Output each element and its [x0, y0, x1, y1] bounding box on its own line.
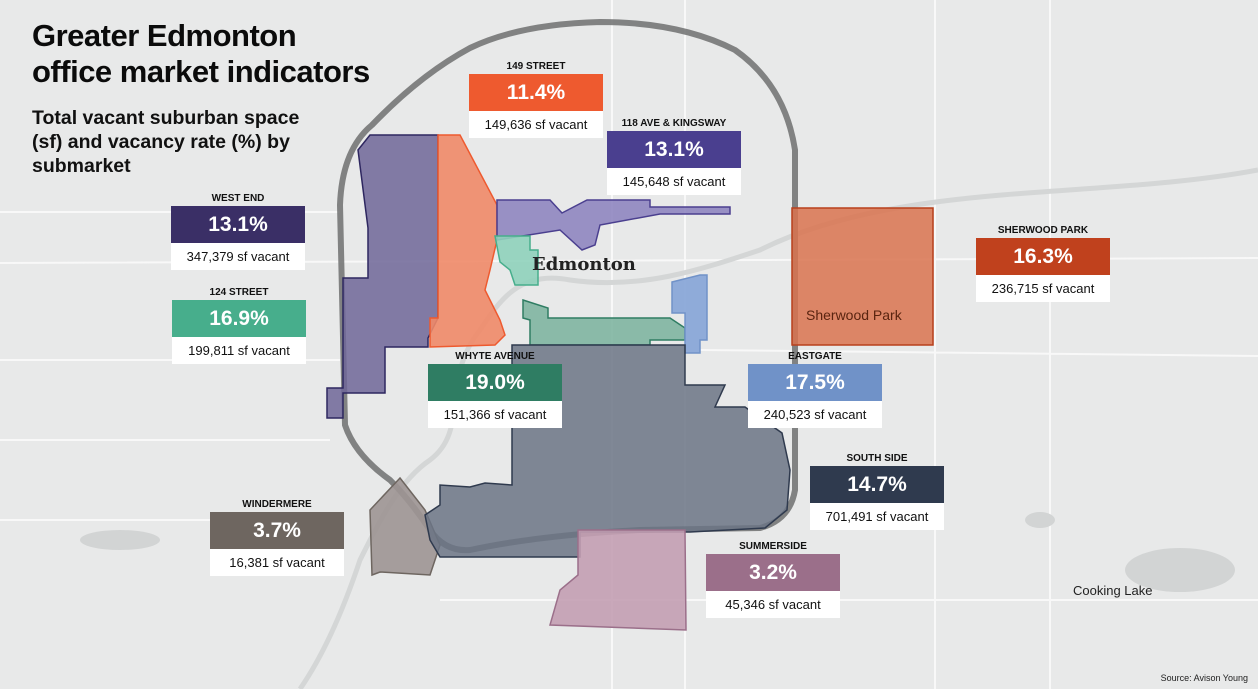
vacant-space: 240,523 sf vacant — [748, 401, 882, 428]
submarket-name: SHERWOOD PARK — [997, 225, 1089, 236]
callout-windermere[interactable]: WINDERMERE 3.7% 16,381 sf vacant — [210, 498, 344, 576]
vacancy-rate: 11.4% — [469, 74, 603, 111]
vacant-space: 149,636 sf vacant — [469, 111, 603, 138]
callout-summerside[interactable]: SUMMERSIDE 3.2% 45,346 sf vacant — [706, 540, 840, 618]
vacancy-rate: 3.2% — [706, 554, 840, 591]
vacancy-rate: 3.7% — [210, 512, 344, 549]
vacant-space: 199,811 sf vacant — [172, 337, 306, 364]
vacancy-rate: 14.7% — [810, 466, 944, 503]
title-line: Greater Edmonton — [32, 18, 297, 53]
region-118-ave-kingsway[interactable] — [496, 199, 731, 251]
submarket-name: SUMMERSIDE — [739, 541, 807, 552]
lakes — [80, 512, 1235, 592]
submarket-name: 118 AVE & KINGSWAY — [621, 118, 727, 129]
vacancy-rate: 13.1% — [171, 206, 305, 243]
callout-sherwood-park[interactable]: SHERWOOD PARK 16.3% 236,715 sf vacant — [976, 224, 1110, 302]
vacant-space: 701,491 sf vacant — [810, 503, 944, 530]
region-eastgate[interactable] — [671, 274, 708, 354]
region-149-street[interactable] — [429, 134, 506, 348]
callout-west-end[interactable]: WEST END 13.1% 347,379 sf vacant — [171, 192, 305, 270]
city-label: Edmonton — [532, 254, 636, 275]
cooking-lake-label: Cooking Lake — [1073, 583, 1153, 598]
submarket-name: WHYTE AVENUE — [455, 351, 535, 362]
river — [297, 167, 1258, 689]
callout-whyte-avenue[interactable]: WHYTE AVENUE 19.0% 151,366 sf vacant — [428, 350, 562, 428]
subtitle: Total vacant suburban space (sf) and vac… — [32, 107, 300, 177]
source-note: Source: Avison Young — [1160, 673, 1248, 683]
submarket-name: SOUTH SIDE — [846, 453, 908, 464]
callout-149-street[interactable]: 149 STREET 11.4% 149,636 sf vacant — [469, 60, 603, 138]
vacant-space: 145,648 sf vacant — [607, 168, 741, 195]
page-title: Greater Edmonton office market indicator… — [32, 18, 370, 90]
vacancy-rate: 13.1% — [607, 131, 741, 168]
vacant-space: 347,379 sf vacant — [171, 243, 305, 270]
submarket-name: WINDERMERE — [242, 499, 312, 510]
vacant-space: 236,715 sf vacant — [976, 275, 1110, 302]
submarket-name: WEST END — [211, 193, 265, 204]
vacancy-rate: 17.5% — [748, 364, 882, 401]
callout-south-side[interactable]: SOUTH SIDE 14.7% 701,491 sf vacant — [810, 452, 944, 530]
submarket-name: 124 STREET — [209, 287, 269, 298]
submarket-name: EASTGATE — [788, 351, 842, 362]
vacancy-rate: 16.3% — [976, 238, 1110, 275]
region-sherwood-park[interactable] — [791, 207, 934, 346]
vacant-space: 151,366 sf vacant — [428, 401, 562, 428]
callout-eastgate[interactable]: EASTGATE 17.5% 240,523 sf vacant — [748, 350, 882, 428]
callout-118-ave-kingsway[interactable]: 118 AVE & KINGSWAY 13.1% 145,648 sf vaca… — [607, 117, 741, 195]
title-line: office market indicators — [32, 54, 370, 89]
vacancy-rate: 19.0% — [428, 364, 562, 401]
region-124-street[interactable] — [494, 235, 539, 286]
sherwood-park-label: Sherwood Park — [806, 307, 902, 323]
region-summerside[interactable] — [549, 529, 687, 631]
vacancy-rate: 16.9% — [172, 300, 306, 337]
vacant-space: 16,381 sf vacant — [210, 549, 344, 576]
submarket-name: 149 STREET — [506, 61, 566, 72]
region-whyte-avenue[interactable] — [522, 298, 686, 346]
callout-124-street[interactable]: 124 STREET 16.9% 199,811 sf vacant — [172, 286, 306, 364]
vacant-space: 45,346 sf vacant — [706, 591, 840, 618]
